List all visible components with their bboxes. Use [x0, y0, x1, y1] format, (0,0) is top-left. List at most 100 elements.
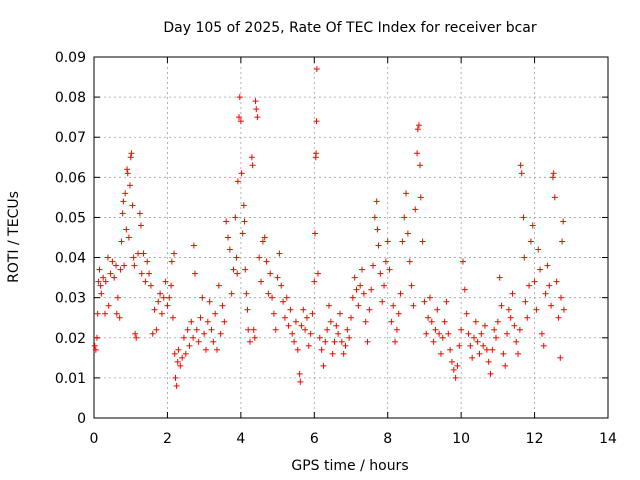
data-point [314, 270, 321, 277]
data-point [179, 354, 186, 361]
y-tick-label: 0.03 [55, 291, 86, 307]
grid [94, 57, 608, 418]
data-point [252, 98, 259, 105]
data-point [511, 322, 518, 329]
data-point [263, 258, 270, 265]
data-point [338, 338, 345, 345]
data-point [169, 314, 176, 321]
data-point [370, 262, 377, 269]
data-point [336, 310, 343, 317]
data-point [344, 326, 351, 333]
data-point [274, 274, 281, 281]
data-point [164, 302, 171, 309]
data-point [175, 346, 182, 353]
data-point [456, 342, 463, 349]
y-tick-label: 0.09 [55, 50, 86, 66]
data-point [126, 182, 133, 189]
data-point [461, 286, 468, 293]
data-point [253, 106, 260, 113]
data-point [419, 238, 426, 245]
data-point [480, 342, 487, 349]
data-point [392, 338, 399, 345]
data-point [533, 306, 540, 313]
data-point [489, 346, 496, 353]
data-point [538, 330, 545, 337]
data-point [208, 326, 215, 333]
data-point [368, 286, 375, 293]
data-point [173, 382, 180, 389]
data-point [206, 298, 213, 305]
data-point [313, 118, 320, 125]
data-point [217, 330, 224, 337]
data-point [470, 334, 477, 341]
data-point [426, 294, 433, 301]
data-point [302, 326, 309, 333]
data-point [202, 346, 209, 353]
data-point [537, 266, 544, 273]
data-point [158, 310, 165, 317]
data-point [184, 326, 191, 333]
data-point [130, 254, 137, 261]
data-point [476, 350, 483, 357]
data-point [362, 318, 369, 325]
data-point [221, 318, 228, 325]
data-point [417, 162, 424, 169]
data-point [171, 250, 178, 257]
data-point [291, 338, 298, 345]
data-point [434, 306, 441, 313]
data-point [281, 314, 288, 321]
data-point [297, 378, 304, 385]
data-point [182, 350, 189, 357]
data-point [122, 190, 129, 197]
data-point [403, 190, 410, 197]
data-point [261, 234, 268, 241]
data-point [248, 154, 255, 161]
data-point [544, 262, 551, 269]
data-point [97, 282, 104, 289]
data-point [406, 258, 413, 265]
data-point [244, 306, 251, 313]
data-point [162, 278, 169, 285]
data-point [195, 338, 202, 345]
data-point [437, 350, 444, 357]
data-point [335, 330, 342, 337]
data-point [247, 338, 254, 345]
data-point [232, 214, 239, 221]
y-tick-label: 0 [77, 411, 86, 427]
data-point [325, 302, 332, 309]
data-point [201, 330, 208, 337]
data-point [140, 250, 147, 257]
data-point [236, 114, 243, 121]
data-point [560, 218, 567, 225]
data-point [546, 282, 553, 289]
data-point [485, 358, 492, 365]
data-point [234, 270, 241, 277]
data-point [450, 366, 457, 373]
data-point [463, 310, 470, 317]
y-tick-label: 0.02 [55, 331, 86, 347]
data-point [213, 346, 220, 353]
y-axis: 0 0.01 0.02 0.03 0.04 0.05 0.06 0.07 0.08 0.09 [55, 50, 608, 427]
data-point [381, 282, 388, 289]
data-point [540, 342, 547, 349]
y-tick-label: 0.06 [55, 170, 86, 186]
data-point [327, 318, 334, 325]
data-point [360, 290, 367, 297]
data-point [272, 326, 279, 333]
data-point [393, 326, 400, 333]
data-point [364, 338, 371, 345]
data-point [113, 310, 120, 317]
data-point [316, 334, 323, 341]
data-point [359, 266, 366, 273]
data-point [351, 274, 358, 281]
data-point [322, 338, 329, 345]
data-point [166, 294, 173, 301]
data-point [415, 122, 422, 129]
data-point [491, 326, 498, 333]
data-point [443, 298, 450, 305]
data-point [303, 314, 310, 321]
data-point [445, 330, 452, 337]
data-point [212, 310, 219, 317]
y-tick-label: 0.01 [55, 371, 86, 387]
data-point [384, 238, 391, 245]
